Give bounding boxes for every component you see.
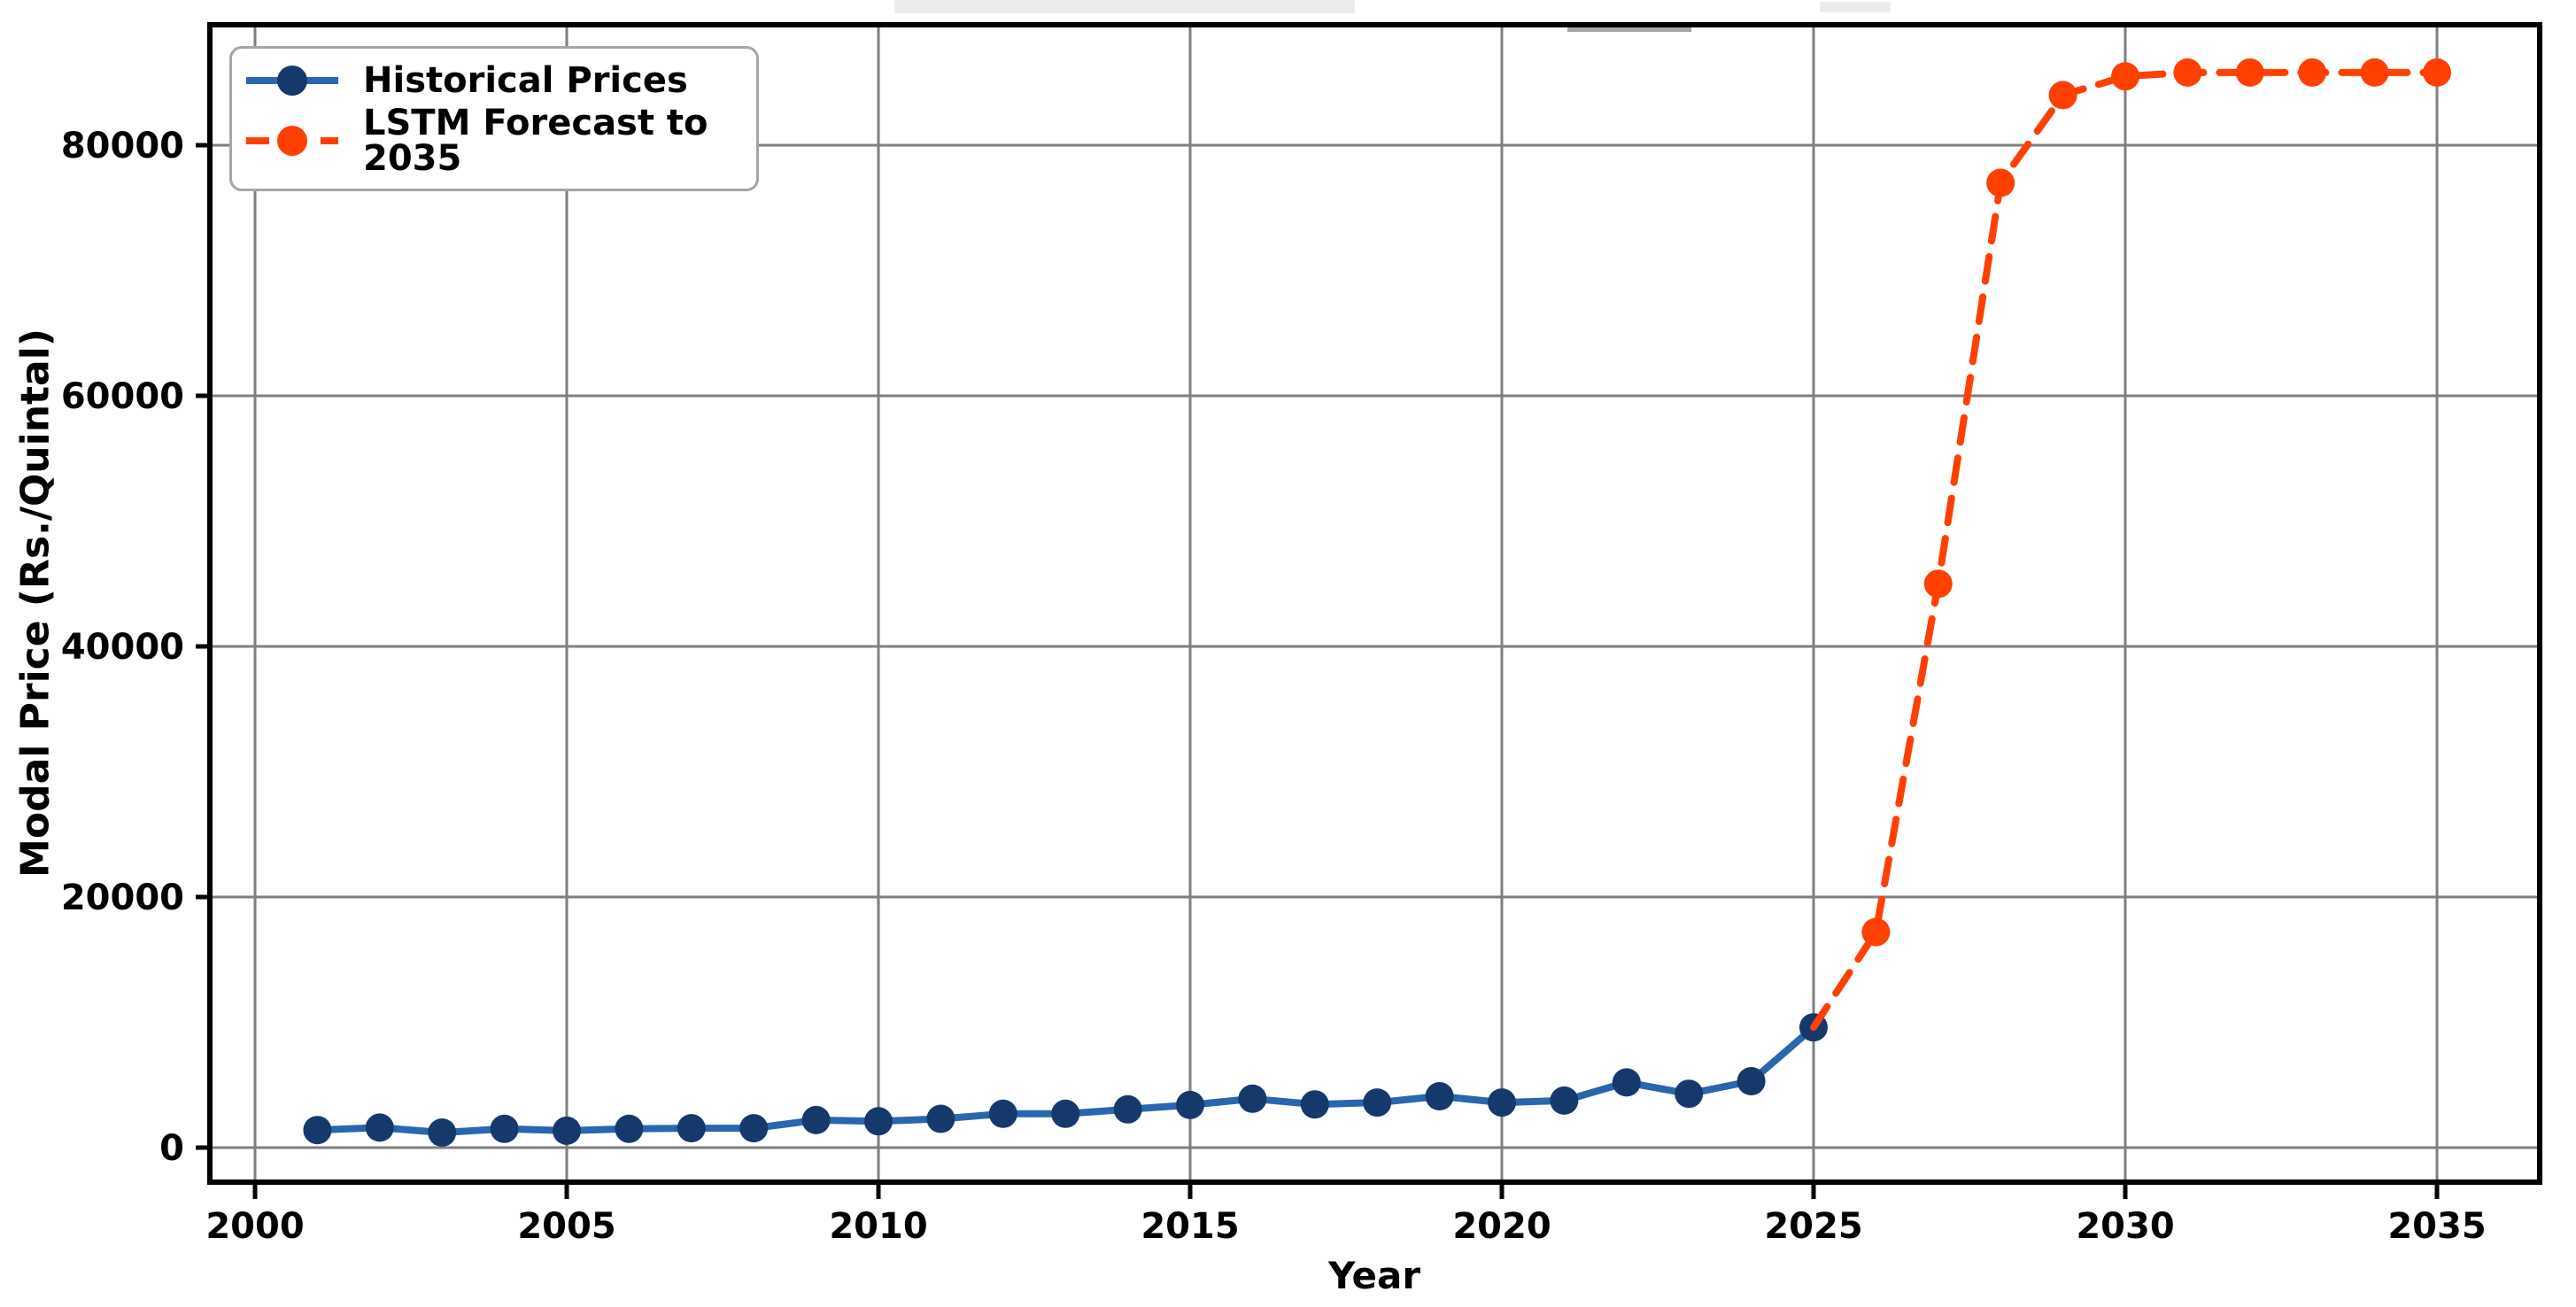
data-point-historical-2021 [1550,1086,1579,1115]
data-point-historical-2022 [1612,1068,1641,1097]
data-point-historical-2001 [303,1116,332,1145]
data-point-historical-2016 [1238,1084,1267,1113]
x-tick-label-2015: 2015 [1141,1206,1239,1247]
data-point-historical-2007 [677,1114,706,1143]
data-point-historical-2013 [1051,1099,1080,1128]
legend-label-historical: Historical Prices [363,60,688,101]
y-tick-label-60000: 60000 [61,376,184,417]
y-tick-label-20000: 20000 [61,878,184,918]
x-tick-label-2030: 2030 [2076,1206,2174,1247]
data-point-historical-2014 [1113,1094,1142,1124]
data-point-historical-2010 [864,1107,893,1136]
x-tick-label-2010: 2010 [829,1206,927,1247]
data-point-forecast-2030 [2111,62,2139,91]
top-spine-artifact [1567,24,1691,32]
data-point-historical-2005 [553,1116,581,1145]
data-point-historical-2004 [490,1114,519,1143]
legend-item-historical: Historical Prices [243,61,747,100]
data-point-forecast-2027 [1923,569,1953,599]
data-point-historical-2015 [1176,1090,1204,1119]
y-tick-label-40000: 40000 [61,627,184,668]
data-point-forecast-2035 [2423,58,2451,87]
data-point-forecast-2032 [2235,58,2264,87]
data-point-forecast-2034 [2360,58,2389,87]
data-point-historical-2019 [1425,1082,1454,1110]
x-tick-label-2025: 2025 [1764,1206,1862,1247]
cropped-title-artifact [1820,2,1891,12]
data-point-forecast-2029 [2048,81,2077,110]
x-axis-label: Year [1327,1254,1421,1297]
x-tick-label-2035: 2035 [2387,1206,2486,1247]
data-point-historical-2018 [1363,1088,1392,1118]
x-tick-label-2000: 2000 [205,1206,304,1247]
y-tick-label-0: 0 [159,1128,184,1169]
data-point-forecast-2028 [1986,168,2015,197]
legend-label-forecast: LSTM Forecast to 2035 [363,103,708,179]
data-point-forecast-2033 [2298,58,2327,87]
y-axis-label: Modal Price (Rs./Quintal) [12,329,58,878]
forecast-series-swatch-icon [246,126,338,156]
plot-border [207,22,2542,1185]
data-point-forecast-2031 [2173,58,2202,87]
legend-item-forecast: LSTM Forecast to 2035 [243,105,747,176]
historical-series-swatch-icon [246,66,338,96]
data-point-historical-2017 [1300,1090,1329,1119]
x-tick-label-2020: 2020 [1452,1206,1551,1247]
data-point-historical-2003 [428,1118,457,1147]
x-tick-label-2005: 2005 [517,1206,615,1247]
data-point-forecast-2026 [1861,917,1891,947]
data-point-historical-2024 [1737,1067,1766,1095]
data-point-historical-2023 [1675,1079,1704,1109]
data-point-historical-2011 [926,1104,955,1133]
data-point-historical-2006 [615,1114,644,1143]
data-point-historical-2009 [801,1105,831,1134]
data-point-historical-2020 [1488,1088,1516,1118]
legend: Historical Prices LSTM Forecast to 2035 [229,46,759,191]
cropped-title-artifact [894,0,1355,13]
data-point-historical-2012 [988,1099,1017,1128]
data-point-historical-2002 [365,1113,394,1142]
data-point-historical-2008 [739,1114,769,1143]
y-tick-label-80000: 80000 [61,126,184,166]
